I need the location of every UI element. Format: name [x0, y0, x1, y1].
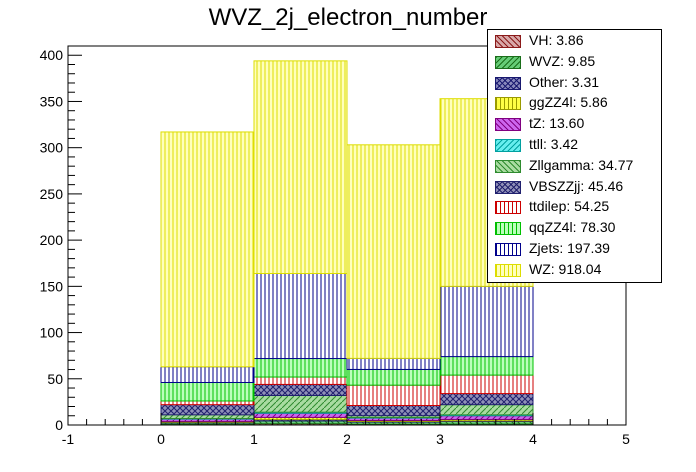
legend-label: qqZZ4l: 78.30	[529, 219, 616, 236]
legend-entry: ttdilep: 54.25	[488, 196, 661, 217]
bar-segment	[253, 60, 348, 274]
legend-entry: Zllgamma: 34.77	[488, 155, 661, 176]
legend-swatch	[495, 243, 521, 256]
y-tick-label: 250	[40, 186, 64, 202]
legend-label: Zjets: 197.39	[529, 240, 610, 256]
legend-entry: qqZZ4l: 78.30	[488, 217, 661, 238]
bar-segment	[439, 374, 534, 395]
bar-segment	[253, 395, 348, 413]
legend-entry: ttll: 3.42	[488, 134, 661, 155]
legend-swatch	[495, 55, 521, 69]
series-8	[160, 374, 534, 406]
bar-segment	[439, 356, 534, 376]
y-tick-label: 0	[55, 417, 63, 433]
legend-swatch	[495, 35, 521, 48]
y-tick-label: 350	[40, 93, 64, 109]
x-tick-label: 5	[622, 431, 630, 447]
y-tick-label: 400	[40, 47, 64, 63]
chart-title: WVZ_2j_electron_number	[208, 4, 488, 31]
bar-segment	[346, 404, 441, 417]
chart-legend: VH: 3.86 WVZ: 9.85 Other: 3.31 ggZZ4l: 5.86…	[487, 29, 662, 283]
y-tick-label: 100	[40, 325, 64, 341]
legend-entry: WZ: 918.04	[488, 259, 661, 280]
y-tick-label: 200	[40, 232, 64, 248]
bar-segment	[253, 358, 348, 378]
bar-segment	[160, 381, 255, 402]
legend-swatch	[495, 263, 521, 277]
x-tick-label: -1	[62, 431, 75, 447]
legend-label: ttll: 3.42	[529, 136, 579, 152]
legend-entry: tZ: 13.60	[488, 113, 661, 134]
y-tick-label: 300	[40, 140, 64, 156]
legend-label: VH: 3.86	[529, 32, 584, 48]
bar-segment	[253, 376, 348, 385]
x-tick-label: 0	[157, 431, 165, 447]
bar-segment	[346, 368, 441, 386]
bar-segment	[346, 357, 441, 370]
bar-segment	[160, 414, 255, 420]
bar-segment	[160, 131, 255, 368]
bar-segment	[160, 404, 255, 416]
x-tick-label: 4	[529, 431, 537, 447]
legend-label: WZ: 918.04	[529, 260, 602, 277]
bar-segment	[439, 285, 534, 358]
bar-segment	[439, 415, 534, 420]
legend-swatch	[495, 76, 521, 90]
legend-label: Other: 3.31	[529, 73, 600, 90]
series-9	[160, 356, 534, 402]
legend-label: Zllgamma: 34.77	[529, 156, 634, 173]
bar-segment	[346, 144, 441, 359]
legend-entry: VH: 3.86	[488, 30, 661, 51]
bar-segment	[439, 393, 534, 406]
bar-segment	[253, 272, 348, 360]
legend-label: WVZ: 9.85	[529, 52, 596, 69]
y-tick-label: 50	[47, 371, 63, 387]
bar-segment	[439, 404, 534, 416]
bar-segment	[253, 383, 348, 397]
legend-swatch	[495, 180, 521, 194]
legend-entry: WVZ: 9.85	[488, 51, 661, 72]
x-tick-label: 2	[343, 431, 351, 447]
legend-label: ggZZ4l: 5.86	[529, 94, 608, 111]
legend-swatch	[495, 201, 521, 215]
bar-segment	[160, 366, 255, 383]
legend-entry: Other: 3.31	[488, 72, 661, 93]
x-tick-label: 1	[250, 431, 258, 447]
legend-swatch	[495, 139, 521, 152]
bar-segment	[160, 400, 255, 406]
legend-entry: Zjets: 197.39	[488, 238, 661, 259]
legend-label: tZ: 13.60	[529, 115, 585, 132]
legend-swatch	[495, 159, 521, 173]
legend-entry: VBSZZjj: 45.46	[488, 176, 661, 197]
legend-swatch	[495, 118, 521, 132]
y-tick-label: 150	[40, 278, 64, 294]
legend-entry: ggZZ4l: 5.86	[488, 92, 661, 113]
series-10	[160, 272, 534, 383]
bar-segment	[346, 384, 441, 406]
legend-label: VBSZZjj: 45.46	[529, 177, 624, 194]
bar-segment	[253, 412, 348, 418]
x-tick-label: 3	[436, 431, 444, 447]
legend-swatch	[495, 222, 521, 236]
legend-label: ttdilep: 54.25	[529, 198, 610, 215]
legend-swatch	[495, 97, 521, 111]
